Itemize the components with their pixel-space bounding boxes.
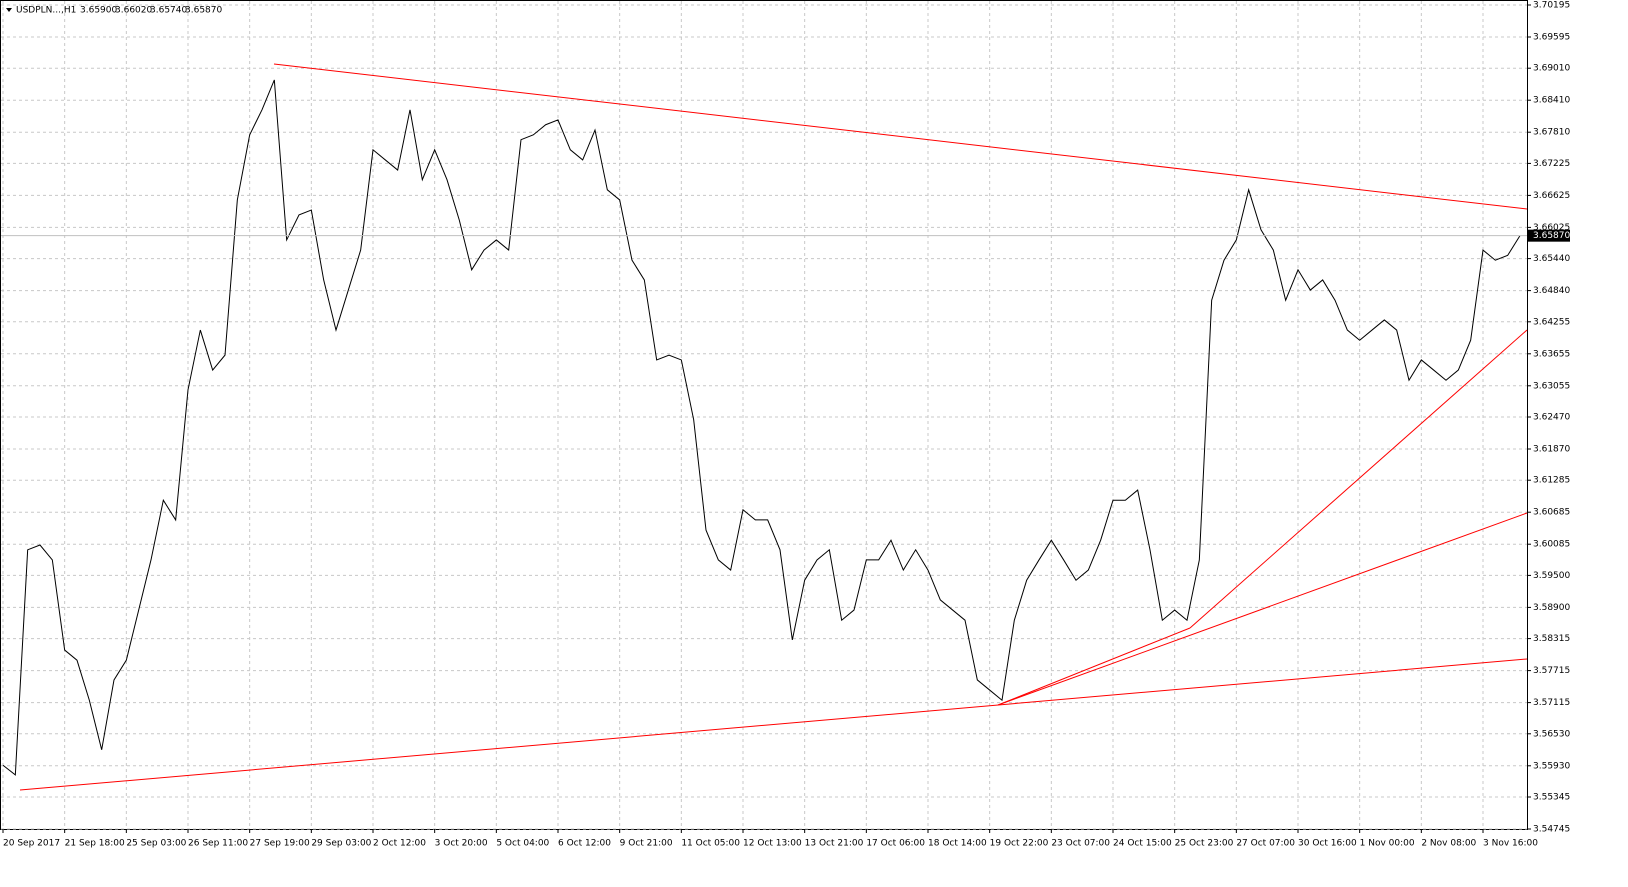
x-tick-label: 17 Oct 06:00 <box>866 839 925 849</box>
y-tick-label: 3.58900 <box>1533 603 1570 613</box>
high: 3.66020 <box>115 6 152 16</box>
y-tick-label: 3.67810 <box>1533 128 1570 138</box>
y-tick-label: 3.64840 <box>1533 286 1570 296</box>
x-tick-label: 27 Oct 07:00 <box>1236 839 1295 849</box>
y-tick-label: 3.57715 <box>1533 666 1570 676</box>
y-tick-label: 3.61285 <box>1533 476 1570 486</box>
y-tick-label: 3.59500 <box>1533 571 1570 581</box>
price-line <box>2 79 1521 776</box>
y-tick-label: 3.56530 <box>1533 729 1570 739</box>
y-tick-label: 3.66625 <box>1533 191 1570 201</box>
open: 3.65900 <box>80 6 117 16</box>
x-tick-label: 26 Sep 11:00 <box>188 839 248 849</box>
close: 3.65870 <box>185 6 222 16</box>
trendline <box>273 63 1528 210</box>
x-tick-label: 2 Nov 08:00 <box>1421 839 1476 849</box>
plot-frame <box>0 0 1528 830</box>
y-tick-label: 3.60085 <box>1533 540 1570 550</box>
y-tick-label: 3.58315 <box>1533 634 1570 644</box>
x-tick-label: 20 Sep 2017 <box>3 839 60 849</box>
x-tick-label: 2 Oct 12:00 <box>373 839 426 849</box>
x-tick-label: 6 Oct 12:00 <box>558 839 611 849</box>
x-tick-label: 21 Sep 18:00 <box>65 839 125 849</box>
y-tick-label: 3.62470 <box>1533 413 1570 423</box>
y-tick-label: 3.70195 <box>1533 1 1570 11</box>
x-tick-label: 23 Oct 07:00 <box>1051 839 1110 849</box>
x-tick-label: 29 Sep 03:00 <box>311 839 371 849</box>
menu-arrow[interactable] <box>6 8 12 12</box>
trendlines <box>19 63 1528 791</box>
series-layer <box>1 79 1527 776</box>
trendline <box>997 627 1191 706</box>
trendline <box>997 512 1528 706</box>
y-tick-label: 3.69010 <box>1533 64 1570 74</box>
bid-label-box <box>1528 229 1570 242</box>
x-tick-label: 24 Oct 15:00 <box>1113 839 1172 849</box>
y-tick-label: 3.64255 <box>1533 317 1570 327</box>
y-tick-label: 3.69595 <box>1533 33 1570 43</box>
x-tick-label: 1 Nov 00:00 <box>1360 839 1415 849</box>
y-tick-label: 3.61870 <box>1533 445 1570 455</box>
y-tick-label: 3.60685 <box>1533 508 1570 518</box>
x-tick-label: 13 Oct 21:00 <box>805 839 864 849</box>
x-tick-label: 25 Sep 03:00 <box>126 839 186 849</box>
x-tick-label: 12 Oct 13:00 <box>743 839 802 849</box>
low: 3.65740 <box>150 6 187 16</box>
x-tick-label: 5 Oct 04:00 <box>496 839 549 849</box>
y-tick-label: 3.66025 <box>1533 223 1570 233</box>
y-tick-label: 3.55930 <box>1533 761 1570 771</box>
y-tick-label: 3.68410 <box>1533 96 1570 106</box>
x-tick-label: 19 Oct 22:00 <box>990 839 1049 849</box>
y-tick-label: 3.55345 <box>1533 793 1570 803</box>
y-tick-label: 3.65440 <box>1533 254 1570 264</box>
x-tick-label: 18 Oct 14:00 <box>928 839 987 849</box>
y-tick-label: 3.67225 <box>1533 159 1570 169</box>
x-tick-label: 9 Oct 21:00 <box>620 839 673 849</box>
x-tick-label: 3 Nov 16:00 <box>1483 839 1538 849</box>
axes: 3.70195 3.69595 3.69010 3.68410 3.67810 3.672… <box>2 1 1570 849</box>
x-tick-label: 11 Oct 05:00 <box>681 839 740 849</box>
trendline <box>19 658 1528 791</box>
y-tick-label: 3.54745 <box>1533 825 1570 835</box>
x-tick-label: 27 Sep 19:00 <box>250 839 310 849</box>
x-tick-label: 25 Oct 23:00 <box>1175 839 1234 849</box>
trendline <box>1189 329 1528 629</box>
y-tick-label: 3.57115 <box>1533 698 1570 708</box>
symbol: USDPLN...,H1 <box>16 6 76 16</box>
y-tick-label: 3.63055 <box>1533 381 1570 391</box>
x-tick-label: 30 Oct 16:00 <box>1298 839 1357 849</box>
y-tick-label: 3.63655 <box>1533 349 1570 359</box>
grid <box>1 1 1527 830</box>
bid-label: 3.65870 <box>1533 231 1570 241</box>
x-tick-label: 3 Oct 20:00 <box>435 839 488 849</box>
